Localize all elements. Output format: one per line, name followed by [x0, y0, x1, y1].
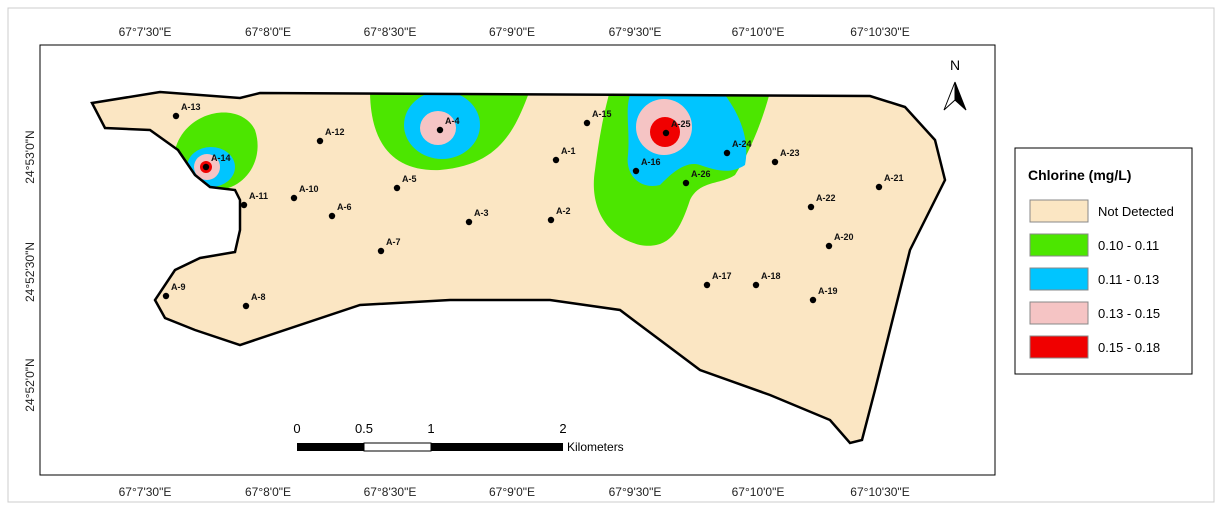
station-point	[547, 216, 555, 224]
longitude-label: 67°7'30"E	[119, 25, 172, 39]
station-label: A-23	[780, 148, 800, 158]
longitude-label: 67°10'0"E	[732, 485, 785, 499]
station-label: A-18	[761, 271, 781, 281]
station-point	[172, 112, 180, 120]
north-arrow: N	[943, 57, 967, 111]
longitude-label: 67°10'0"E	[732, 25, 785, 39]
legend-label: 0.15 - 0.18	[1098, 340, 1160, 355]
station-point	[807, 203, 815, 211]
longitude-label: 67°8'30"E	[364, 25, 417, 39]
station-label: A-4	[445, 116, 460, 126]
station-point	[377, 247, 385, 255]
station-label: A-25	[671, 119, 691, 129]
station-label: A-15	[592, 109, 612, 119]
scale-label: 0	[293, 421, 300, 436]
longitude-label: 67°9'0"E	[489, 485, 535, 499]
scale-unit: Kilometers	[567, 440, 624, 454]
legend-swatch	[1029, 267, 1089, 291]
station-label: A-19	[818, 286, 838, 296]
station-point	[328, 212, 336, 220]
longitude-label: 67°9'0"E	[489, 25, 535, 39]
legend-label: 0.10 - 0.11	[1098, 238, 1159, 253]
legend-label: 0.13 - 0.15	[1098, 306, 1160, 321]
station-point	[552, 156, 560, 164]
longitude-label: 67°10'30"E	[850, 485, 909, 499]
station-label: A-9	[171, 282, 186, 292]
station-point	[202, 163, 210, 171]
station-point	[393, 184, 401, 192]
station-label: A-24	[732, 139, 752, 149]
longitude-label: 67°7'30"E	[119, 485, 172, 499]
longitude-label: 67°9'30"E	[609, 25, 662, 39]
longitude-label: 67°8'30"E	[364, 485, 417, 499]
station-point	[240, 201, 248, 209]
legend-swatch	[1029, 301, 1089, 325]
scale-label: 2	[559, 421, 566, 436]
station-label: A-12	[325, 127, 345, 137]
station-point	[436, 126, 444, 134]
study-area-boundary	[90, 90, 947, 445]
station-point	[662, 129, 670, 137]
latitude-label: 24°53'0"N	[23, 130, 37, 183]
station-point	[583, 119, 591, 127]
station-point	[632, 167, 640, 175]
station-point	[752, 281, 760, 289]
station-label: A-14	[211, 153, 231, 163]
legend-label: Not Detected	[1098, 204, 1174, 219]
station-label: A-7	[386, 237, 401, 247]
legend-swatch	[1029, 199, 1089, 223]
latitude-label: 24°52'30"N	[23, 242, 37, 302]
longitude-label: 67°8'0"E	[245, 485, 291, 499]
outer-frame	[7, 7, 1215, 503]
station-point	[825, 242, 833, 250]
station-label: A-8	[251, 292, 266, 302]
station-point	[809, 296, 817, 304]
scale-label: 1	[427, 421, 434, 436]
station-point	[162, 292, 170, 300]
station-point	[682, 179, 690, 187]
station-point	[316, 137, 324, 145]
scale-label: 0.5	[355, 421, 373, 436]
longitude-label: 67°10'30"E	[850, 25, 909, 39]
station-point	[723, 149, 731, 157]
station-point	[875, 183, 883, 191]
station-label: A-3	[474, 208, 489, 218]
station-label: A-6	[337, 202, 352, 212]
station-label: A-5	[402, 174, 417, 184]
north-label: N	[950, 57, 960, 73]
station-point	[771, 158, 779, 166]
station-point	[465, 218, 473, 226]
longitude-label: 67°9'30"E	[609, 485, 662, 499]
station-point	[290, 194, 298, 202]
legend-title: Chlorine (mg/L)	[1028, 167, 1131, 183]
station-label: A-1	[561, 146, 576, 156]
legend-swatch	[1029, 335, 1089, 359]
station-label: A-20	[834, 232, 854, 242]
station-label: A-11	[249, 191, 268, 201]
station-label: A-22	[816, 193, 836, 203]
legend-swatch	[1029, 233, 1089, 257]
legend-label: 0.11 - 0.13	[1098, 272, 1159, 287]
longitude-label: 67°8'0"E	[245, 25, 291, 39]
station-label: A-10	[299, 184, 319, 194]
station-label: A-2	[556, 206, 571, 216]
station-label: A-16	[641, 157, 661, 167]
latitude-label: 24°52'0"N	[23, 358, 37, 411]
station-point	[703, 281, 711, 289]
station-label: A-21	[884, 173, 904, 183]
station-label: A-13	[181, 102, 201, 112]
scale-bar	[297, 442, 563, 452]
station-label: A-17	[712, 271, 732, 281]
station-point	[242, 302, 250, 310]
station-label: A-26	[691, 169, 711, 179]
stations: A-13 A-14 A-12 A-11 A-10 A-6 A-5 A-7 A-4 A-3 A-1 A-…	[162, 102, 904, 310]
